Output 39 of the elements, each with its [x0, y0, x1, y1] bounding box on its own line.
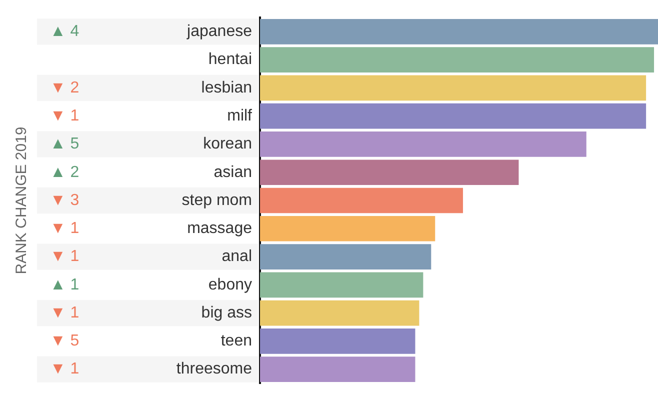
text: ▲ 4	[50, 23, 80, 40]
bar	[260, 300, 420, 326]
bar	[260, 19, 658, 44]
bar	[260, 272, 424, 298]
y-tick-label: threesome	[176, 360, 252, 378]
text: ▼ 5	[50, 332, 80, 350]
text: ▼ 1	[50, 360, 80, 378]
y-tick-label: step mom	[182, 192, 252, 209]
y-tick-label: big ass	[201, 304, 252, 322]
y-tick-label: teen	[220, 332, 252, 350]
bar	[260, 244, 432, 270]
y-tick-label: lesbian	[201, 79, 252, 96]
text: ▼ 3	[50, 192, 80, 209]
text: ▲ 5	[50, 136, 80, 153]
text: ▼ 1	[50, 107, 80, 124]
text: ▲ 1	[50, 276, 80, 294]
y-tick-label: milf	[227, 107, 253, 124]
y-tick-label: hentai	[208, 51, 252, 68]
bar	[260, 47, 654, 72]
bar	[260, 132, 586, 157]
bar	[260, 75, 646, 101]
text: ▼ 2	[50, 79, 80, 96]
y-tick-label: anal	[222, 248, 252, 266]
bar	[260, 328, 416, 354]
y-tick-label: japanese	[186, 23, 252, 40]
y-tick-label: ebony	[208, 276, 252, 294]
y-tick-label: asian	[214, 164, 252, 181]
text: ▲ 2	[50, 164, 80, 181]
bar	[260, 103, 646, 129]
bar	[260, 216, 436, 242]
y-tick-label: korean	[203, 136, 252, 153]
bar	[260, 160, 519, 186]
bar	[260, 188, 463, 214]
text: ▼ 1	[50, 220, 80, 238]
text: ▼ 1	[50, 248, 80, 266]
y-tick-label: massage	[187, 220, 252, 238]
bar	[260, 356, 416, 382]
text: ▼ 1	[50, 304, 80, 322]
text: RANK CHANGE 2019	[13, 126, 30, 274]
